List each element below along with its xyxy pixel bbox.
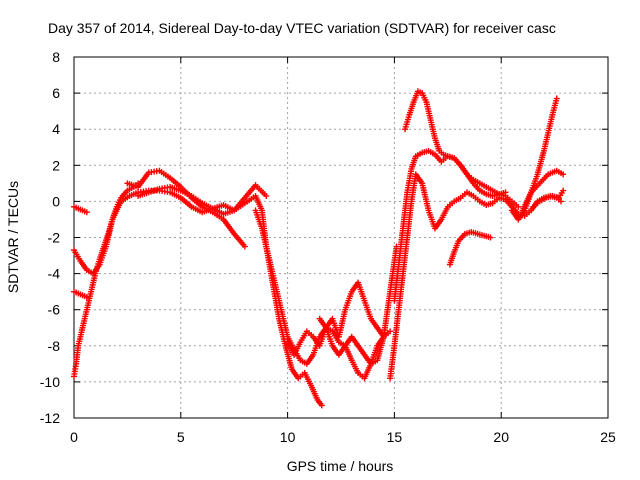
- data-point: [560, 171, 567, 178]
- data-point: [318, 402, 325, 409]
- y-tick-label: 8: [52, 49, 60, 65]
- series-track-5: [124, 167, 248, 250]
- data-point: [387, 328, 394, 335]
- series-track-14: [508, 95, 560, 223]
- x-tick-label: 15: [387, 429, 403, 445]
- data-point: [83, 209, 90, 216]
- series-layer: [71, 88, 567, 409]
- x-tick-label: 25: [600, 429, 616, 445]
- y-tick-label: 2: [52, 157, 60, 173]
- series-track-10: [387, 171, 565, 382]
- y-tick-label: 0: [52, 193, 60, 209]
- chart-title: Day 357 of 2014, Sidereal Day-to-day VTE…: [48, 20, 556, 36]
- data-point: [558, 198, 565, 205]
- data-point: [560, 187, 567, 194]
- y-tick-label: -12: [40, 410, 60, 426]
- y-tick-label: -2: [48, 230, 61, 246]
- series-track-4: [71, 203, 90, 216]
- y-tick-label: 6: [52, 85, 60, 101]
- grid-lines: [74, 57, 608, 418]
- x-tick-labels: 0 5 10 15 20 25: [70, 429, 616, 445]
- series-track-8: [284, 279, 394, 358]
- data-point: [263, 192, 270, 199]
- axis-ticks: [73, 56, 609, 419]
- y-tick-label: -4: [48, 266, 61, 282]
- data-point: [487, 234, 494, 241]
- data-point: [553, 95, 560, 102]
- x-tick-label: 10: [280, 429, 296, 445]
- series-track-3: [71, 288, 90, 301]
- x-axis-label: GPS time / hours: [287, 458, 394, 474]
- x-tick-label: 5: [177, 429, 185, 445]
- y-tick-labels: -12 -10 -8 -6 -4 -2 0 2 4 6 8: [40, 49, 60, 426]
- data-point: [380, 333, 387, 340]
- y-tick-label: -6: [48, 302, 61, 318]
- series-track-12: [402, 88, 522, 210]
- y-tick-label: -8: [48, 338, 61, 354]
- series-track-13: [446, 229, 494, 268]
- data-point: [515, 203, 522, 210]
- x-tick-label: 0: [70, 429, 78, 445]
- series-track-6: [135, 182, 270, 218]
- series-track-9: [316, 315, 387, 382]
- data-point: [241, 243, 248, 250]
- y-tick-label: 4: [52, 121, 60, 137]
- y-axis-label: SDTVAR / TECUs: [5, 181, 21, 293]
- y-tick-label: -10: [40, 374, 60, 390]
- series-track-16: [530, 187, 567, 210]
- data-point: [83, 294, 90, 301]
- series-track-15: [519, 167, 567, 214]
- x-tick-label: 20: [493, 429, 509, 445]
